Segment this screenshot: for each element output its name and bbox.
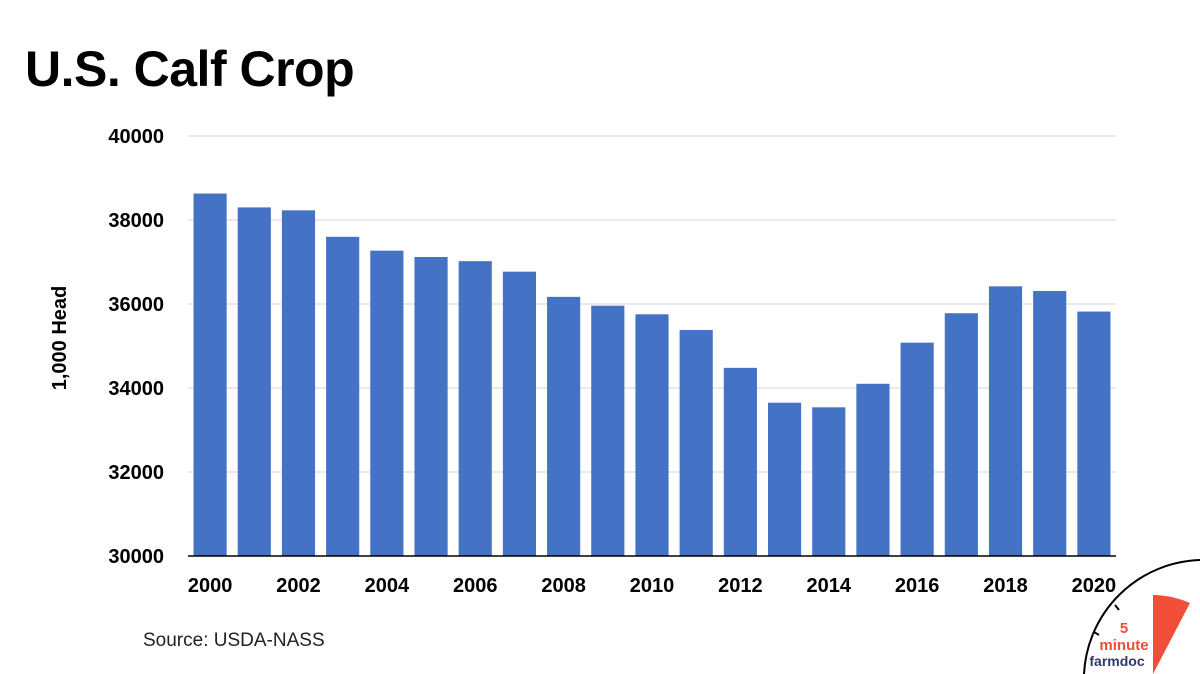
bar-2008: [547, 296, 581, 556]
y-tick-label: 38000: [108, 210, 164, 232]
bar-2005: [414, 256, 448, 556]
y-tick-label: 30000: [108, 546, 164, 568]
x-tick-label: 2014: [807, 575, 852, 597]
bar-2017: [944, 313, 978, 556]
bar-2010: [635, 314, 669, 556]
logo-number: 5: [1120, 620, 1128, 637]
x-tick-label: 2010: [630, 575, 675, 597]
chart-title: U.S. Calf Crop: [25, 41, 355, 97]
bar-2002: [281, 210, 316, 556]
bars: [193, 193, 1111, 557]
bar-2013: [768, 402, 802, 556]
x-tick-label: 2018: [983, 575, 1028, 597]
x-tick-label: 2006: [453, 575, 498, 597]
bar-2018: [988, 286, 1023, 556]
logo-word-minute: minute: [1099, 637, 1148, 654]
bar-2020: [1077, 311, 1111, 556]
bar-2009: [591, 305, 625, 556]
x-tick-label: 2000: [188, 575, 233, 597]
x-tick-label: 2012: [718, 575, 763, 597]
bar-2011: [679, 330, 713, 556]
y-tick-label: 32000: [108, 462, 164, 484]
x-tick-label: 2016: [895, 575, 940, 597]
y-tick-labels: 30000 32000 34000 36000 38000 40000: [108, 126, 164, 568]
x-tick-label: 2020: [1072, 575, 1117, 597]
bar-2014: [812, 407, 846, 556]
logo-word-farmdoc: farmdoc: [1089, 653, 1144, 669]
bar-2004: [370, 250, 404, 556]
x-tick-label: 2004: [365, 575, 410, 597]
y-axis-label: 1,000 Head: [49, 286, 71, 391]
y-tick-label: 36000: [108, 294, 164, 316]
bar-2015: [856, 383, 890, 556]
y-tick-label: 34000: [108, 378, 164, 400]
bar-2007: [502, 271, 536, 556]
bar-2012: [723, 367, 757, 556]
bar-2001: [237, 207, 271, 556]
y-tick-label: 40000: [108, 126, 164, 148]
bar-2000: [193, 193, 227, 557]
logo: 5 minute farmdoc: [1083, 559, 1200, 674]
bar-2016: [900, 342, 934, 556]
x-tick-label: 2002: [276, 575, 321, 597]
bar-2006: [458, 261, 492, 556]
x-tick-labels: 2000 2002 2004 2006 2008 2010 2012 2014 2016 2018…: [188, 575, 1116, 597]
bar-2003: [326, 236, 360, 557]
x-tick-label: 2008: [541, 575, 586, 597]
bar-2019: [1033, 290, 1067, 556]
source-note: Source: USDA-NASS: [143, 630, 325, 651]
